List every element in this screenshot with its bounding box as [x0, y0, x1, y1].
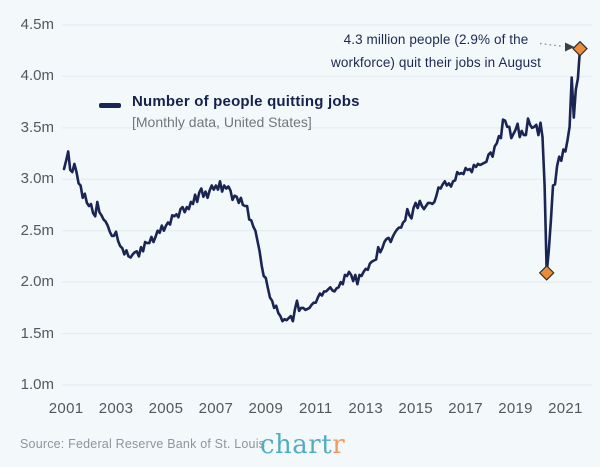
- quits-line: [62, 47, 582, 323]
- x-tick-label: 2017: [448, 400, 483, 417]
- legend-title: Number of people quitting jobs: [132, 93, 360, 110]
- x-tick-label: 2021: [548, 400, 583, 417]
- annotation: 4.3 million people (2.9% of the workforc…: [330, 28, 542, 74]
- legend-text: Number of people quitting jobs [Monthly …: [132, 92, 360, 132]
- y-tick-label: 2.0m: [20, 273, 54, 291]
- x-tick-label: 2005: [148, 400, 184, 417]
- y-tick-label: 3.5m: [20, 118, 54, 136]
- legend-line-swatch: [99, 103, 121, 108]
- annotation-line1: 4.3 million people (2.9% of the: [343, 32, 529, 47]
- annotation-line2: workforce) quit their jobs in August: [331, 55, 541, 70]
- y-tick-label: 3.0m: [20, 170, 54, 188]
- y-tick-label: 2.5m: [20, 221, 54, 239]
- x-tick-label: 2011: [299, 400, 333, 417]
- annotation-arrow-line: [539, 42, 565, 48]
- chartr-logo: chartr: [260, 430, 345, 460]
- y-tick-label: 4.0m: [20, 67, 54, 85]
- y-tick-label: 1.5m: [20, 324, 54, 342]
- legend-subtitle: [Monthly data, United States]: [132, 114, 312, 130]
- x-tick-label: 2019: [498, 400, 533, 417]
- marker-diamond-april-2020-low: [538, 265, 555, 281]
- x-tick-label: 2009: [248, 400, 284, 417]
- y-tick-label: 1.0m: [20, 376, 54, 393]
- source-credit: Source: Federal Reserve Bank of St. Loui…: [20, 437, 266, 451]
- logo-text-r: r: [332, 430, 346, 460]
- annotation-arrow-head: [565, 42, 575, 52]
- x-tick-label: 2003: [98, 400, 134, 417]
- x-tick-label: 2001: [48, 400, 84, 417]
- marker-diamond-august-2021-high: [572, 40, 588, 57]
- x-tick-label: 2013: [348, 400, 383, 417]
- x-tick-label: 2015: [398, 400, 433, 417]
- y-tick-label: 4.5m: [20, 16, 54, 33]
- legend: Number of people quitting jobs [Monthly …: [99, 92, 360, 132]
- x-tick-label: 2007: [198, 400, 234, 417]
- logo-text-chart: chart: [260, 430, 333, 460]
